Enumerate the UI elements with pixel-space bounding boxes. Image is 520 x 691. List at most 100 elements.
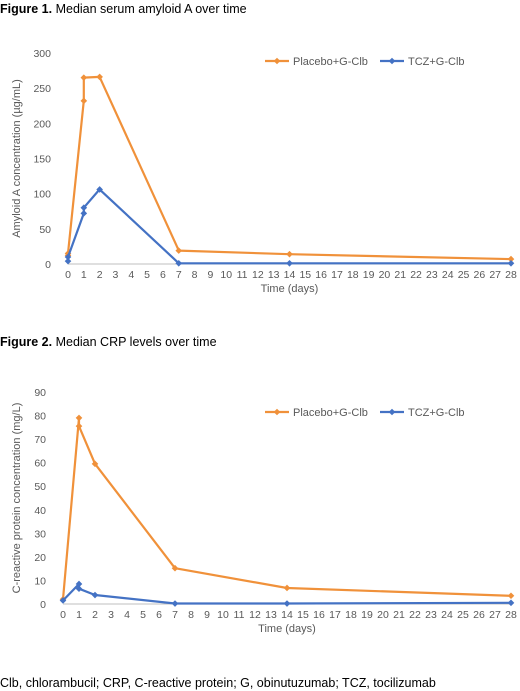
data-point [91, 460, 99, 468]
y-tick-label: 0 [45, 259, 51, 271]
x-tick-label: 25 [458, 269, 470, 281]
x-tick-label: 16 [315, 269, 327, 281]
y-tick-label: 0 [40, 599, 46, 611]
x-tick-label: 13 [268, 269, 280, 281]
data-point [75, 414, 83, 422]
data-point [507, 255, 515, 263]
x-tick-label: 24 [441, 609, 453, 621]
x-tick-label: 17 [329, 609, 341, 621]
x-axis-label: Time (days) [258, 623, 316, 635]
data-point [171, 600, 179, 607]
data-point [80, 204, 88, 212]
data-point [507, 599, 515, 607]
data-point [75, 422, 83, 430]
y-tick-label: 30 [34, 528, 46, 540]
figure-1-label: Figure 1. [0, 2, 53, 16]
data-point [286, 250, 293, 258]
y-tick-label: 100 [33, 189, 51, 201]
y-tick-label: 60 [34, 458, 46, 470]
x-tick-label: 23 [426, 269, 438, 281]
x-tick-label: 3 [108, 609, 114, 621]
x-tick-label: 8 [192, 269, 198, 281]
y-axis-label: Amyloid A concentration (µg/mL) [11, 79, 23, 238]
figure-1-title: Median serum amyloid A over time [55, 2, 247, 16]
x-tick-label: 10 [217, 609, 229, 621]
x-tick-label: 12 [249, 609, 261, 621]
x-tick-label: 21 [393, 609, 405, 621]
series-line-placebo [66, 75, 512, 261]
x-tick-label: 10 [220, 269, 232, 281]
data-point [96, 73, 103, 81]
y-tick-label: 50 [34, 481, 46, 493]
legend-swatch-marker [273, 57, 281, 65]
x-tick-label: 25 [457, 609, 469, 621]
x-tick-label: 18 [345, 609, 357, 621]
legend-entry: TCZ+G-Clb [408, 407, 465, 419]
x-tick-label: 5 [140, 609, 146, 621]
x-tick-label: 17 [331, 269, 343, 281]
x-axis-label: Time (days) [261, 283, 319, 295]
x-tick-label: 4 [128, 269, 134, 281]
x-tick-label: 20 [379, 269, 391, 281]
x-tick-label: 6 [160, 269, 166, 281]
y-tick-label: 20 [34, 552, 46, 564]
data-point [80, 74, 88, 81]
y-tick-label: 80 [34, 411, 46, 423]
x-tick-label: 15 [299, 269, 311, 281]
x-tick-label: 2 [92, 609, 98, 621]
y-tick-label: 90 [34, 387, 46, 399]
x-tick-label: 9 [207, 269, 213, 281]
x-tick-label: 26 [474, 269, 486, 281]
x-tick-label: 24 [442, 269, 454, 281]
x-tick-label: 11 [234, 609, 245, 621]
x-tick-label: 0 [65, 269, 71, 281]
x-tick-label: 28 [505, 269, 517, 281]
x-tick-label: 5 [144, 269, 150, 281]
figure-2-title: Median CRP levels over time [55, 335, 217, 349]
legend-swatch-marker [388, 57, 396, 65]
data-point [175, 259, 183, 267]
x-tick-label: 20 [377, 609, 389, 621]
data-point [283, 584, 291, 592]
footnote: Clb, chlorambucil; CRP, C-reactive prote… [0, 676, 436, 690]
data-point [64, 250, 72, 257]
data-point [286, 259, 293, 267]
data-point [507, 592, 515, 600]
x-tick-label: 6 [156, 609, 162, 621]
x-tick-label: 27 [489, 269, 501, 281]
data-point [80, 97, 88, 105]
y-tick-label: 150 [33, 154, 51, 166]
x-tick-label: 26 [473, 609, 485, 621]
x-tick-label: 1 [76, 609, 82, 621]
legend-swatch-marker [388, 408, 396, 416]
x-tick-label: 14 [281, 609, 293, 621]
y-tick-label: 300 [33, 48, 51, 60]
data-point [96, 186, 103, 193]
legend-entry: Placebo+G-Clb [293, 407, 368, 419]
y-tick-label: 50 [39, 224, 51, 236]
x-tick-label: 19 [363, 269, 375, 281]
x-tick-label: 18 [347, 269, 359, 281]
x-tick-label: 23 [425, 609, 437, 621]
x-tick-label: 4 [124, 609, 130, 621]
x-tick-label: 19 [361, 609, 373, 621]
y-tick-label: 10 [34, 575, 46, 587]
data-point [91, 591, 99, 599]
data-point [283, 600, 291, 607]
x-tick-label: 1 [81, 269, 87, 281]
y-tick-label: 250 [33, 83, 51, 95]
x-tick-label: 21 [394, 269, 406, 281]
data-point [64, 253, 72, 261]
x-tick-label: 14 [284, 269, 296, 281]
figure-1-caption: Figure 1. Median serum amyloid A over ti… [0, 2, 247, 16]
y-tick-label: 200 [33, 118, 51, 130]
x-tick-label: 16 [313, 609, 325, 621]
series-line-placebo [61, 416, 512, 600]
x-tick-label: 3 [113, 269, 119, 281]
x-tick-label: 15 [297, 609, 309, 621]
x-tick-label: 7 [172, 609, 178, 621]
x-tick-label: 12 [252, 269, 264, 281]
x-tick-label: 2 [97, 269, 103, 281]
